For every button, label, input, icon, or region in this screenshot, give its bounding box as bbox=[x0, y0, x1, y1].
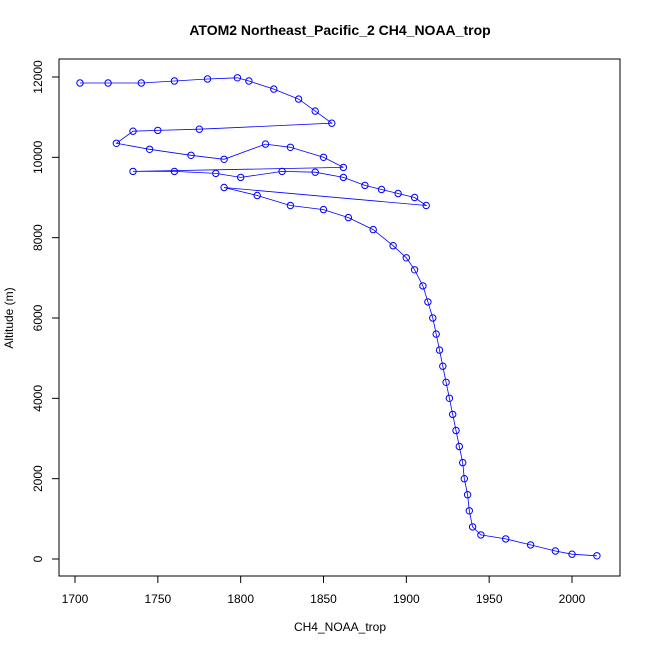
y-tick-label: 6000 bbox=[31, 304, 45, 331]
plot-frame bbox=[58, 58, 621, 577]
data-point bbox=[261, 140, 270, 148]
data-point bbox=[187, 151, 195, 160]
data-point bbox=[245, 77, 253, 85]
data-point bbox=[220, 155, 228, 164]
data-point bbox=[294, 95, 303, 103]
data-point bbox=[253, 191, 261, 200]
data-point bbox=[286, 201, 295, 210]
data-point bbox=[195, 125, 204, 133]
data-point bbox=[477, 531, 485, 539]
data-point bbox=[424, 298, 432, 306]
data-point bbox=[410, 193, 419, 202]
data-point bbox=[311, 168, 319, 176]
data-point bbox=[170, 167, 179, 176]
data-point bbox=[270, 85, 278, 93]
y-tick-label: 2000 bbox=[31, 465, 45, 492]
data-point bbox=[429, 314, 437, 322]
data-point bbox=[129, 167, 137, 176]
profile-line bbox=[80, 77, 597, 557]
data-point bbox=[377, 185, 386, 194]
y-tick-label: 12000 bbox=[31, 60, 45, 94]
data-point bbox=[459, 458, 467, 467]
data-point bbox=[435, 346, 444, 354]
data-point bbox=[369, 225, 377, 234]
data-point bbox=[220, 183, 228, 192]
data-point bbox=[502, 535, 510, 543]
data-point bbox=[344, 213, 353, 222]
data-point bbox=[593, 552, 601, 560]
data-point bbox=[339, 173, 348, 182]
data-point bbox=[361, 181, 369, 190]
data-point bbox=[137, 79, 146, 87]
data-point bbox=[237, 173, 245, 182]
data-point bbox=[339, 163, 348, 172]
x-tick-label: 1900 bbox=[393, 592, 420, 606]
x-axis-label: CH4_NOAA_trop bbox=[294, 620, 386, 634]
data-point bbox=[455, 442, 463, 451]
data-point bbox=[76, 79, 84, 87]
data-point bbox=[410, 266, 419, 274]
y-tick-label: 0 bbox=[31, 555, 45, 562]
data-point bbox=[112, 139, 121, 148]
data-point bbox=[465, 507, 473, 515]
x-tick-label: 2000 bbox=[559, 592, 586, 606]
x-tick-label: 1850 bbox=[310, 592, 337, 606]
data-point bbox=[233, 74, 242, 82]
data-point bbox=[468, 523, 477, 531]
data-point bbox=[452, 426, 460, 435]
data-point bbox=[419, 282, 427, 290]
data-point bbox=[422, 201, 430, 210]
data-point bbox=[286, 143, 295, 152]
data-point bbox=[402, 254, 410, 262]
y-axis: 0 2000 4000 6000 8000 10000 12000 bbox=[31, 60, 60, 562]
x-tick-label: 1700 bbox=[62, 592, 89, 606]
y-axis-label: Altitude (m) bbox=[2, 287, 16, 348]
data-point bbox=[319, 153, 328, 162]
data-point bbox=[551, 547, 560, 555]
data-point bbox=[442, 378, 450, 386]
data-layer bbox=[76, 74, 601, 560]
data-point bbox=[463, 491, 472, 499]
y-tick-label: 8000 bbox=[31, 224, 45, 251]
data-point bbox=[170, 77, 179, 85]
data-point bbox=[328, 119, 336, 127]
data-point bbox=[212, 169, 220, 178]
x-axis: 1700 1750 1800 1850 1900 1950 2000 bbox=[62, 575, 586, 606]
x-tick-label: 1950 bbox=[476, 592, 503, 606]
data-point bbox=[319, 205, 328, 214]
data-point bbox=[394, 189, 402, 198]
x-tick-label: 1750 bbox=[144, 592, 171, 606]
data-point bbox=[460, 475, 468, 483]
data-point bbox=[439, 362, 447, 370]
data-point bbox=[432, 330, 440, 338]
data-point bbox=[449, 410, 457, 419]
data-point bbox=[568, 550, 576, 558]
data-point bbox=[445, 394, 454, 402]
y-tick-label: 4000 bbox=[31, 385, 45, 412]
y-tick-label: 10000 bbox=[31, 140, 45, 174]
x-tick-label: 1800 bbox=[227, 592, 254, 606]
data-point bbox=[145, 145, 154, 154]
data-point bbox=[526, 541, 535, 549]
data-point bbox=[104, 79, 112, 87]
data-point bbox=[154, 126, 162, 135]
data-point bbox=[389, 242, 397, 250]
data-point bbox=[311, 107, 319, 115]
data-point bbox=[129, 127, 137, 135]
data-point bbox=[203, 75, 212, 83]
chart-title: ATOM2 Northeast_Pacific_2 CH4_NOAA_trop bbox=[189, 22, 490, 38]
data-point bbox=[278, 167, 286, 176]
